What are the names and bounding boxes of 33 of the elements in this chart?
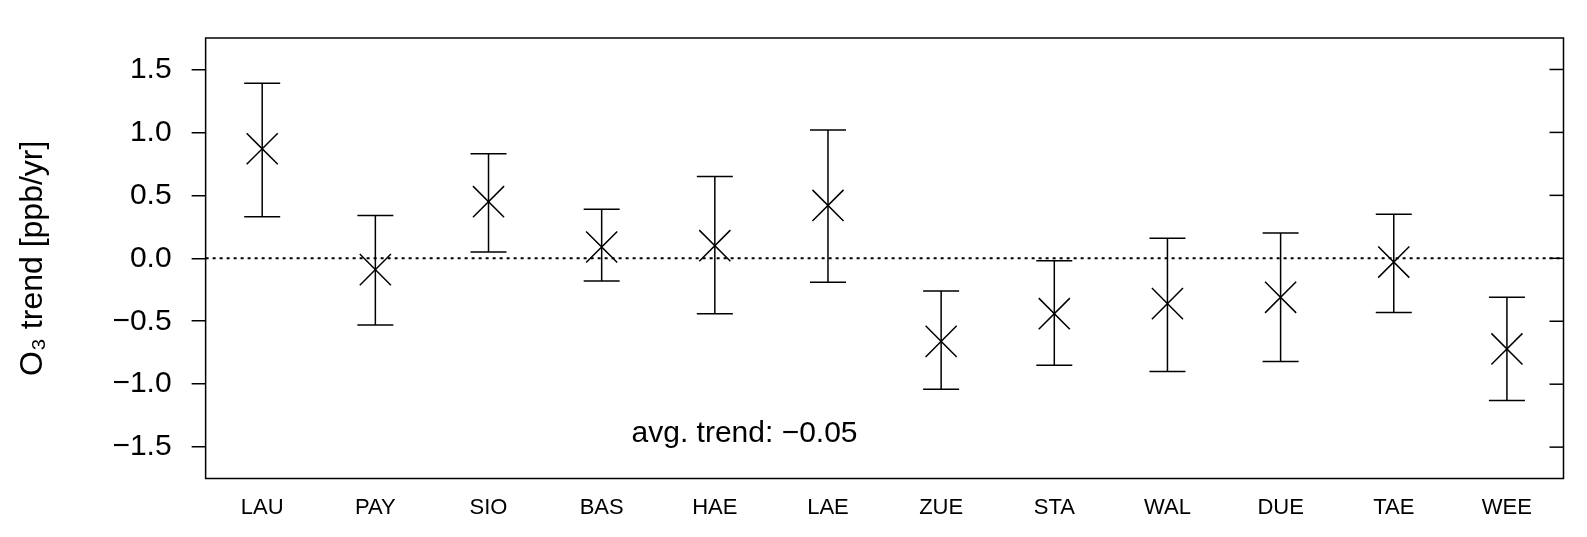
x-tick-label: BAS [579,493,624,519]
point [585,230,618,264]
point [811,189,845,222]
point [1490,332,1524,366]
point [1264,281,1297,314]
x-tick-label: DUE [1257,493,1304,519]
y-tick-label: 1.5 [129,50,172,84]
x-tick-label: PAY [354,493,397,519]
x-tick-label: WEE [1481,493,1532,519]
y-tick-label: −1.5 [112,428,172,462]
x-tick-label: STA [1033,493,1076,519]
point [359,253,392,286]
point [1377,245,1411,279]
y-tick-label: 0.5 [129,176,172,210]
y-tick-label: −1.0 [112,365,172,399]
point [924,325,958,358]
x-tick-label: HAE [692,493,738,519]
point [1151,287,1184,320]
y-axis-title: O₃ trend [ppb/yr] [13,140,50,376]
point [472,185,505,218]
x-tick-label: LAE [807,493,849,519]
x-tick-label: TAE [1373,493,1415,519]
x-tick-label: WAL [1144,493,1191,519]
x-tick-label: SIO [469,493,508,519]
point [245,132,279,166]
y-tick-label: 0.0 [129,239,172,273]
point [1037,297,1071,330]
y-tick-label: 1.0 [129,113,172,147]
annotation: avg. trend: −0.05 [631,414,858,448]
x-tick-label: LAU [240,493,284,519]
y-tick-label: −0.5 [112,302,172,336]
point [698,229,732,263]
x-tick-label: ZUE [919,493,964,519]
